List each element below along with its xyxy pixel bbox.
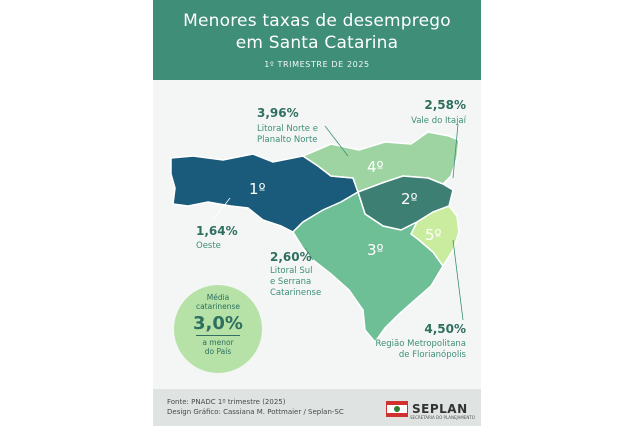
flag-icon [386,401,408,417]
name-line: e Serrana [270,277,312,287]
footer-design: Design Gráfico: Cassiana M. Pottmaier / … [167,408,344,416]
name-line: Litoral Norte e [257,124,318,134]
title-line-2: em Santa Catarina [235,33,399,53]
name-line: Região Metropolitana [375,339,466,349]
rank-4: 4º [367,158,384,176]
rate-litoral-norte: 3,96% [257,106,299,120]
leader-line-5 [452,239,464,321]
average-divider [196,335,240,336]
leader-line-2 [452,123,459,179]
average-line-4: do País [204,347,232,356]
santa-catarina-map: 1º 2º 3º 4º 5º [170,123,464,344]
leader-line-1 [212,197,231,221]
rank-2: 2º [401,190,418,208]
name-line: Litoral Sul [270,266,313,276]
rank-1: 1º [249,180,266,198]
name-vale-itajai: Vale do Itajaí [411,116,466,126]
title-line-1: Menores taxas de desemprego [183,11,451,31]
average-value: 3,0% [193,313,243,334]
logo-tag: SECRETARIA DO PLANEJAMENTO [410,415,475,420]
average-badge: Média catarinense 3,0% a menor do País [174,285,262,373]
name-line: Planalto Norte [257,135,318,145]
footer-source: Fonte: PNADC 1º trimestre (2025) [167,398,286,406]
name-florianopolis: Região Metropolitana de Florianópolis [346,339,466,361]
logo-word: SEPLAN [412,402,468,416]
rank-5: 5º [425,226,442,244]
region-florianopolis [410,205,460,268]
footer-credits: Fonte: PNADC 1º trimestre (2025) Design … [167,397,344,417]
footer: Fonte: PNADC 1º trimestre (2025) Design … [153,389,481,426]
region-litoral-sul [292,190,444,344]
name-litoral-norte: Litoral Norte e Planalto Norte [257,124,318,146]
rank-3: 3º [367,241,384,259]
name-litoral-sul: Litoral Sul e Serrana Catarinense [270,266,321,299]
rate-oeste: 1,64% [196,224,238,238]
rate-litoral-sul: 2,60% [270,250,312,264]
subtitle: 1º TRIMESTRE DE 2025 [264,60,370,69]
average-line-3: a menor [202,338,234,347]
leader-line-4 [324,125,349,157]
rate-florianopolis: 4,50% [424,322,466,336]
name-oeste: Oeste [196,241,221,251]
seplan-logo: SEPLAN SECRETARIA DO PLANEJAMENTO [386,398,475,420]
leader-line-3 [304,247,314,261]
name-line: Catarinense [270,288,322,298]
name-line: de Florianópolis [398,350,466,360]
page-title: Menores taxas de desemprego em Santa Cat… [153,10,481,54]
rate-vale-itajai: 2,58% [424,98,466,112]
average-line-2: catarinense [195,302,241,311]
average-line-1: Média [206,293,230,302]
header: Menores taxas de desemprego em Santa Cat… [153,0,481,80]
